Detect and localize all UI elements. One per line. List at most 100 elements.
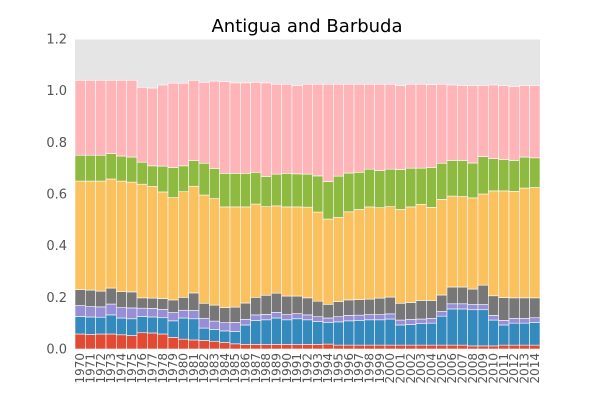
bar-segment bbox=[353, 209, 365, 300]
bar-segment bbox=[250, 314, 262, 321]
bar-segment bbox=[446, 160, 458, 197]
x-tick-label: 1996 bbox=[342, 353, 356, 384]
x-tick-label: 2004 bbox=[425, 353, 439, 384]
bar-segment bbox=[95, 154, 107, 182]
bar-segment bbox=[384, 344, 396, 350]
bar-segment bbox=[374, 83, 386, 171]
bar-segment bbox=[477, 85, 489, 157]
y-tick-label: 0.4 bbox=[46, 239, 67, 254]
bar-segment bbox=[529, 297, 541, 319]
bar-segment bbox=[147, 316, 158, 334]
bar-segment bbox=[302, 206, 313, 299]
bar-segment bbox=[116, 317, 127, 336]
x-tick-label: 1991 bbox=[290, 353, 304, 384]
bar-segment bbox=[333, 217, 344, 302]
bar-segment bbox=[519, 322, 530, 346]
x-tick-label: 2009 bbox=[476, 353, 490, 384]
bar-segment bbox=[198, 327, 210, 341]
bar-segment bbox=[188, 318, 200, 341]
bar-segment bbox=[147, 297, 158, 309]
bar-segment bbox=[147, 332, 158, 350]
bar-segment bbox=[302, 173, 313, 208]
bar-segment bbox=[405, 167, 417, 208]
bar-segment bbox=[426, 344, 437, 350]
bar-segment bbox=[281, 83, 293, 174]
x-tick-label: 2003 bbox=[414, 353, 428, 384]
bar-segment bbox=[157, 165, 169, 193]
bar-segment bbox=[147, 308, 158, 318]
bar-segment bbox=[353, 299, 365, 316]
bar-segment bbox=[477, 156, 489, 195]
bar-segment bbox=[374, 297, 386, 315]
bar-segment bbox=[322, 317, 334, 323]
bar-segment bbox=[457, 303, 468, 310]
bar-segment bbox=[436, 315, 448, 346]
bar-segment bbox=[240, 206, 251, 304]
bar-segment bbox=[498, 324, 510, 346]
bar-segment bbox=[312, 344, 324, 350]
bar-segment bbox=[312, 300, 324, 318]
bar-segment bbox=[95, 333, 107, 350]
bar-segment bbox=[446, 308, 458, 346]
bar-segment bbox=[74, 180, 86, 290]
bar-segment bbox=[529, 344, 541, 350]
bar-segment bbox=[498, 320, 510, 326]
bar-segment bbox=[457, 196, 468, 288]
bar-segment bbox=[105, 314, 117, 335]
bar-segment bbox=[209, 304, 220, 322]
bar-segment bbox=[74, 316, 86, 335]
bar-segment bbox=[198, 302, 210, 319]
bar-segment bbox=[219, 81, 231, 174]
bar-segment bbox=[446, 84, 458, 161]
bar-segment bbox=[529, 317, 541, 323]
bar-segment bbox=[322, 181, 334, 220]
bar-segment bbox=[136, 297, 148, 309]
bar-segment bbox=[198, 317, 210, 329]
bar-segment bbox=[260, 314, 272, 321]
x-tick-label: 2002 bbox=[404, 353, 418, 384]
x-tick-label: 2014 bbox=[528, 353, 542, 384]
bar-segment bbox=[384, 313, 396, 320]
bar-segment bbox=[291, 85, 303, 175]
bar-segment bbox=[343, 344, 355, 350]
bar-segment bbox=[364, 314, 375, 321]
bar-segment bbox=[126, 80, 138, 158]
bar-segment bbox=[240, 324, 251, 345]
x-tick-label: 1998 bbox=[363, 353, 377, 384]
bar-segment bbox=[178, 317, 189, 340]
bar-segment bbox=[281, 295, 293, 315]
bar-segment bbox=[508, 191, 520, 299]
bar-segment bbox=[157, 333, 169, 350]
bar-segment bbox=[85, 80, 96, 156]
bar-segment bbox=[384, 168, 396, 207]
bar-segment bbox=[250, 320, 262, 345]
bar-segment bbox=[488, 190, 499, 297]
bar-segment bbox=[467, 304, 479, 311]
bar-segment bbox=[436, 311, 448, 317]
bar-segment bbox=[126, 156, 138, 183]
x-tick-label: 1974 bbox=[115, 353, 129, 384]
bar-segment bbox=[426, 84, 437, 168]
bar-segment bbox=[457, 344, 468, 350]
bar-segment bbox=[157, 309, 169, 319]
bar-segment bbox=[343, 211, 355, 301]
bar-segment bbox=[322, 322, 334, 345]
bar-segment bbox=[198, 194, 210, 304]
bar-segment bbox=[229, 322, 241, 332]
bar-segment bbox=[519, 297, 530, 319]
bar-segment bbox=[219, 173, 231, 208]
bar-segment bbox=[395, 302, 406, 321]
bar-segment bbox=[457, 160, 468, 197]
bar-segment bbox=[364, 83, 375, 170]
x-tick-label: 1976 bbox=[135, 353, 149, 384]
bar-segment bbox=[333, 344, 344, 350]
bar-segment bbox=[281, 319, 293, 345]
bar-segment bbox=[529, 85, 541, 159]
bar-segment bbox=[415, 204, 427, 301]
bar-segment bbox=[178, 191, 189, 298]
bar-segment bbox=[291, 295, 303, 314]
x-tick-label: 1988 bbox=[259, 353, 273, 384]
y-tick-label: 0.0 bbox=[46, 343, 67, 358]
y-axis-ticks: 0.0 0.2 0.4 0.6 0.8 1.0 1.2 bbox=[46, 33, 67, 358]
y-tick-label: 0.6 bbox=[46, 188, 67, 203]
